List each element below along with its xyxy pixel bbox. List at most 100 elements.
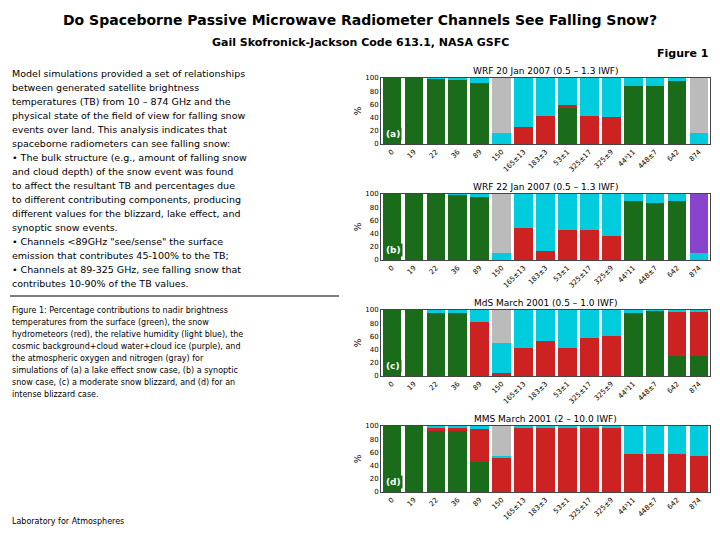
svg-text:642: 642 bbox=[666, 380, 681, 395]
svg-text:325±9: 325±9 bbox=[593, 496, 615, 518]
svg-text:165±13: 165±13 bbox=[502, 380, 528, 406]
svg-text:36: 36 bbox=[450, 496, 462, 508]
svg-text:53±1: 53±1 bbox=[552, 148, 571, 167]
svg-text:325±17: 325±17 bbox=[568, 496, 594, 522]
svg-text:(a): (a) bbox=[386, 129, 400, 139]
svg-text:100: 100 bbox=[365, 74, 378, 82]
svg-text:to different contributing comp: to different contributing components, pr… bbox=[12, 194, 241, 205]
svg-text:different values for the blizz: different values for the blizzard, lake … bbox=[12, 208, 240, 219]
svg-text:0: 0 bbox=[374, 140, 378, 148]
svg-text:0: 0 bbox=[374, 488, 378, 496]
svg-text:contributes 10-90% of the TB v: contributes 10-90% of the TB values. bbox=[12, 278, 189, 289]
svg-text:448±7: 448±7 bbox=[637, 380, 659, 402]
svg-text:0: 0 bbox=[387, 264, 396, 273]
svg-text:44³11: 44³11 bbox=[617, 496, 637, 516]
svg-text:150: 150 bbox=[490, 380, 505, 395]
svg-text:intense blizzard case.: intense blizzard case. bbox=[12, 390, 99, 399]
svg-text:183±3: 183±3 bbox=[527, 264, 549, 286]
svg-text:22: 22 bbox=[428, 380, 440, 392]
svg-text:89: 89 bbox=[472, 380, 484, 392]
svg-text:325±17: 325±17 bbox=[568, 380, 594, 406]
svg-text:events over land. This analysi: events over land. This analysis indicate… bbox=[12, 124, 227, 135]
svg-text:325±17: 325±17 bbox=[568, 148, 594, 174]
svg-text:spaceborne radiometers can see: spaceborne radiometers can see falling s… bbox=[12, 138, 230, 149]
svg-text:(c): (c) bbox=[386, 361, 400, 371]
svg-text:physical state of the field of: physical state of the field of view for … bbox=[12, 110, 245, 121]
svg-text:89: 89 bbox=[472, 496, 484, 508]
svg-text:snow case, (c) a moderate snow: snow case, (c) a moderate snow blizzard,… bbox=[12, 378, 235, 387]
svg-text:%: % bbox=[353, 454, 363, 463]
svg-text:325±9: 325±9 bbox=[593, 264, 615, 286]
svg-text:80: 80 bbox=[370, 436, 379, 444]
svg-text:89: 89 bbox=[472, 148, 484, 160]
svg-text:40: 40 bbox=[370, 346, 379, 354]
svg-text:60: 60 bbox=[370, 449, 379, 457]
svg-text:325±17: 325±17 bbox=[568, 264, 594, 290]
svg-text:the atmospheric oxygen and nit: the atmospheric oxygen and nitrogen (gra… bbox=[12, 354, 204, 363]
svg-text:183±3: 183±3 bbox=[527, 148, 549, 170]
svg-text:100: 100 bbox=[365, 306, 378, 314]
svg-text:0: 0 bbox=[374, 372, 378, 380]
svg-text:53±1: 53±1 bbox=[552, 264, 571, 283]
svg-text:165±13: 165±13 bbox=[502, 496, 528, 522]
svg-text:MdS March 2001 (0.5 – 1.0 IWF): MdS March 2001 (0.5 – 1.0 IWF) bbox=[474, 298, 618, 308]
svg-text:150: 150 bbox=[490, 148, 505, 163]
svg-text:Laboratory for Atmospheres: Laboratory for Atmospheres bbox=[12, 517, 124, 526]
svg-text:80: 80 bbox=[370, 204, 379, 212]
svg-text:0: 0 bbox=[387, 148, 396, 157]
svg-text:%: % bbox=[353, 222, 363, 231]
svg-text:100: 100 bbox=[365, 422, 378, 430]
svg-text:19: 19 bbox=[406, 264, 418, 276]
svg-text:183±3: 183±3 bbox=[527, 380, 549, 402]
svg-text:synoptic snow events.: synoptic snow events. bbox=[12, 222, 118, 233]
svg-text:874: 874 bbox=[688, 496, 703, 511]
svg-text:19: 19 bbox=[406, 380, 418, 392]
svg-text:40: 40 bbox=[370, 230, 379, 238]
svg-text:642: 642 bbox=[666, 496, 681, 511]
svg-text:642: 642 bbox=[666, 148, 681, 163]
svg-text:Do Spaceborne Passive Microwav: Do Spaceborne Passive Microwave Radiomet… bbox=[63, 12, 657, 28]
svg-text:(b): (b) bbox=[386, 245, 401, 255]
svg-text:80: 80 bbox=[370, 88, 379, 96]
svg-text:642: 642 bbox=[666, 264, 681, 279]
svg-text:44³11: 44³11 bbox=[617, 148, 637, 168]
svg-text:325±9: 325±9 bbox=[593, 380, 615, 402]
svg-text:MMS March 2001 (2 – 10.0 IWF): MMS March 2001 (2 – 10.0 IWF) bbox=[474, 414, 617, 424]
svg-text:• Channels <89GHz "see/sense": • Channels <89GHz "see/sense" the surfac… bbox=[12, 236, 223, 247]
svg-text:%: % bbox=[353, 106, 363, 115]
svg-text:183±3: 183±3 bbox=[527, 496, 549, 518]
svg-text:20: 20 bbox=[370, 359, 379, 367]
svg-text:36: 36 bbox=[450, 264, 462, 276]
svg-text:44³11: 44³11 bbox=[617, 380, 637, 400]
svg-text:40: 40 bbox=[370, 114, 379, 122]
svg-text:150: 150 bbox=[490, 496, 505, 511]
svg-text:36: 36 bbox=[450, 380, 462, 392]
svg-text:simulations of (a) a lake effe: simulations of (a) a lake effect snow ca… bbox=[12, 366, 238, 375]
svg-text:19: 19 bbox=[406, 496, 418, 508]
svg-text:36: 36 bbox=[450, 148, 462, 160]
svg-text:between generated satellite br: between generated satellite brightness bbox=[12, 82, 199, 93]
svg-text:165±13: 165±13 bbox=[502, 264, 528, 290]
svg-text:448±7: 448±7 bbox=[637, 264, 659, 286]
svg-text:0: 0 bbox=[374, 256, 378, 264]
svg-text:165±13: 165±13 bbox=[502, 148, 528, 174]
svg-text:• Channels at 89-325 GHz, see: • Channels at 89-325 GHz, see falling sn… bbox=[12, 264, 241, 275]
svg-text:20: 20 bbox=[370, 127, 379, 135]
svg-text:44³11: 44³11 bbox=[617, 264, 637, 284]
svg-text:80: 80 bbox=[370, 320, 379, 328]
svg-text:0: 0 bbox=[387, 496, 396, 505]
svg-text:874: 874 bbox=[688, 148, 703, 163]
svg-text:20: 20 bbox=[370, 243, 379, 251]
svg-text:%: % bbox=[353, 338, 363, 347]
svg-text:0: 0 bbox=[387, 380, 396, 389]
svg-text:(d): (d) bbox=[386, 477, 401, 487]
svg-text:60: 60 bbox=[370, 101, 379, 109]
svg-text:40: 40 bbox=[370, 462, 379, 470]
svg-text:Figure 1: Figure 1 bbox=[657, 47, 708, 60]
svg-text:hydrometeors (red), the relati: hydrometeors (red), the relative humidit… bbox=[12, 330, 243, 339]
svg-text:448±7: 448±7 bbox=[637, 148, 659, 170]
svg-text:22: 22 bbox=[428, 496, 440, 508]
svg-text:and cloud depth) of the snow e: and cloud depth) of the snow event was f… bbox=[12, 166, 233, 177]
svg-text:22: 22 bbox=[428, 148, 440, 160]
svg-text:Gail Skofronick-Jackson Code 6: Gail Skofronick-Jackson Code 613.1, NASA… bbox=[212, 36, 509, 49]
